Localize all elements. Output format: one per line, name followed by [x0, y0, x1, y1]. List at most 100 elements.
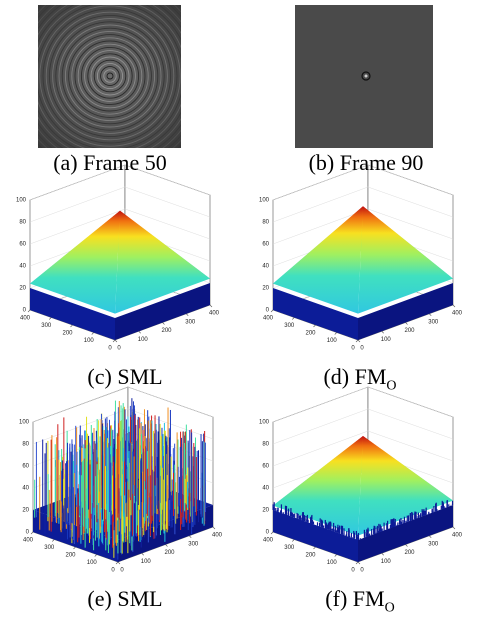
y-tick-label: 200: [62, 331, 73, 337]
surface-face: [358, 436, 453, 536]
y-tick-label: 400: [23, 538, 34, 544]
x-tick-label: 400: [452, 533, 463, 539]
x-tick-label: 100: [138, 337, 149, 343]
tick-mark: [381, 331, 384, 334]
z-tick-label: 60: [22, 464, 29, 470]
x-tick-label: 300: [428, 319, 439, 325]
surface-side: [33, 510, 118, 562]
y-tick-label: 100: [327, 338, 338, 344]
z-tick-label: 100: [259, 420, 270, 426]
y-tick-label: 200: [305, 553, 316, 559]
tick-mark: [429, 313, 432, 316]
z-tick-label: 100: [16, 198, 27, 204]
y-tick-label: 300: [44, 545, 55, 551]
tick-mark: [49, 317, 52, 320]
grid-line: [29, 186, 211, 223]
z-tick-label: 40: [22, 486, 29, 492]
y-tick-label: 0: [351, 568, 355, 574]
x-tick-label: 400: [212, 533, 223, 539]
z-tick-label: 0: [23, 308, 27, 314]
z-tick-label: 80: [262, 220, 269, 226]
surface-face: [115, 210, 210, 314]
surface-plot: 0 20 40 60 80 100 0 100 200 300 400 0 100 200 300 400: [16, 164, 220, 352]
tick-mark: [452, 304, 456, 308]
y-tick-label: 300: [284, 323, 295, 329]
tick-mark: [91, 332, 94, 335]
z-tick-label: 0: [266, 530, 270, 536]
x-tick-label: 200: [164, 550, 175, 556]
surface-side: [30, 288, 115, 340]
y-tick-label: 400: [20, 316, 31, 322]
z-tick-label: 60: [262, 242, 269, 248]
z-tick-label: 40: [262, 264, 269, 270]
grid-line: [29, 208, 211, 245]
y-tick-label: 0: [108, 346, 112, 352]
tick-mark: [141, 553, 144, 556]
surface-face: [30, 210, 120, 314]
tick-mark: [30, 531, 34, 535]
z-tick-label: 100: [19, 420, 30, 426]
y-tick-label: 200: [65, 553, 76, 559]
grid-line: [272, 408, 454, 445]
tick-mark: [114, 339, 118, 343]
y-tick-label: 100: [87, 560, 98, 566]
tick-mark: [52, 539, 55, 542]
caption: (d) FMO: [323, 364, 397, 394]
tick-mark: [429, 535, 432, 538]
caption: (c) SML: [87, 364, 163, 389]
tick-mark: [270, 531, 274, 535]
surface-plot: 0 20 40 60 80 100 0 100 200 300 400 0 100 200 300 400: [259, 164, 463, 352]
surface-side: [273, 510, 358, 562]
z-tick-label: 80: [262, 442, 269, 448]
surface-side: [273, 288, 358, 340]
tick-mark: [27, 309, 31, 313]
grid-line: [29, 164, 211, 201]
y-tick-label: 0: [111, 568, 115, 574]
z-tick-label: 20: [262, 508, 269, 514]
x-tick-label: 400: [209, 311, 220, 317]
x-tick-label: 0: [120, 568, 124, 574]
x-tick-label: 100: [381, 559, 392, 565]
grid-line: [272, 430, 454, 467]
surface-face: [273, 436, 363, 536]
y-tick-label: 300: [41, 323, 52, 329]
x-tick-label: 300: [428, 541, 439, 547]
tick-mark: [115, 561, 119, 565]
tick-mark: [334, 554, 337, 557]
z-tick-label: 80: [22, 442, 29, 448]
caption: (b) Frame 90: [308, 150, 424, 175]
tick-mark: [452, 526, 456, 530]
surface-plot: 0 20 40 60 80 100 0 100 200 300 400 0 100 200 300 400: [19, 386, 223, 574]
y-tick-label: 300: [284, 545, 295, 551]
surface-side: [358, 505, 453, 562]
x-tick-label: 300: [185, 319, 196, 325]
y-tick-label: 200: [305, 331, 316, 337]
tick-mark: [209, 304, 213, 308]
z-tick-label: 60: [262, 464, 269, 470]
tick-mark: [212, 526, 216, 530]
grid-line: [32, 386, 214, 423]
tick-mark: [94, 554, 97, 557]
x-tick-label: 200: [161, 328, 172, 334]
surface-plot: 0 20 40 60 80 100 0 100 200 300 400 0 100 200 300 400: [259, 386, 463, 574]
x-tick-label: 100: [141, 559, 152, 565]
x-tick-label: 100: [381, 337, 392, 343]
z-tick-label: 20: [22, 508, 29, 514]
z-tick-label: 20: [19, 286, 26, 292]
surface-face: [273, 206, 363, 314]
tick-mark: [117, 561, 121, 565]
x-tick-label: 0: [117, 346, 121, 352]
tick-mark: [112, 339, 116, 343]
grid-line: [32, 408, 214, 445]
tick-mark: [165, 544, 168, 547]
tick-mark: [334, 332, 337, 335]
y-tick-label: 100: [327, 560, 338, 566]
tick-mark: [292, 539, 295, 542]
z-tick-label: 0: [266, 308, 270, 314]
tick-mark: [162, 322, 165, 325]
surface-face: [358, 206, 453, 314]
tick-mark: [70, 324, 73, 328]
x-tick-label: 0: [360, 346, 364, 352]
surface-side: [358, 283, 453, 340]
